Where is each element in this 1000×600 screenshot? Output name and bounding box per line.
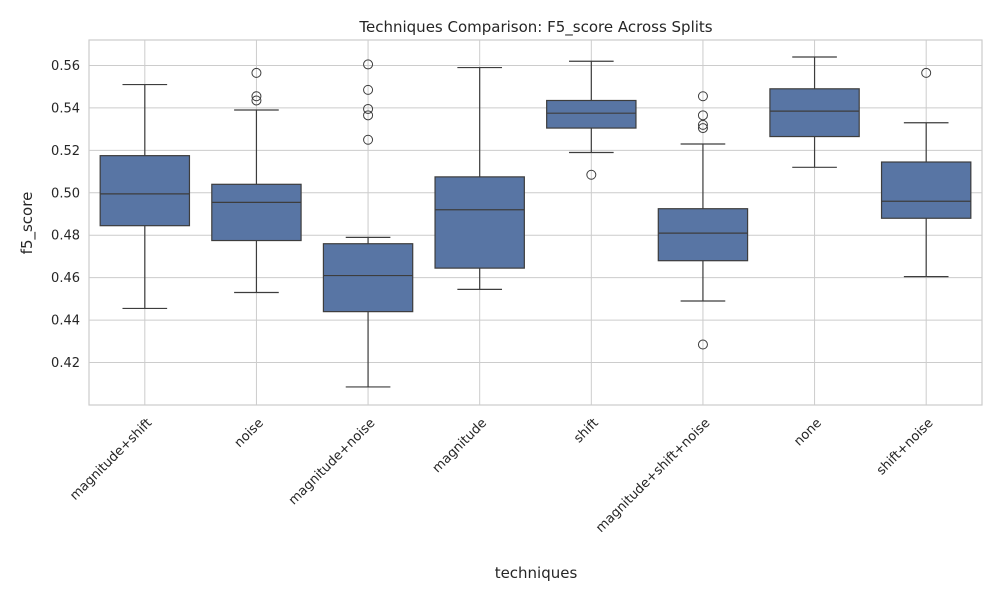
plot-frame <box>88 39 983 406</box>
iqr-box <box>211 183 302 242</box>
chart-title: Techniques Comparison: F5_score Across S… <box>358 18 712 37</box>
box-group <box>769 56 860 168</box>
iqr-box <box>657 208 749 262</box>
y-tick-label: 0.54 <box>51 101 80 116</box>
x-tick-label: noise <box>232 416 267 451</box>
y-tick-label: 0.52 <box>51 144 80 159</box>
outlier-point <box>363 110 374 121</box>
x-tick-labels: magnitude+shift noise magnitude+noise magni… <box>67 416 936 536</box>
y-tick-label: 0.48 <box>51 229 80 244</box>
y-axis-label: f5_score <box>18 192 37 255</box>
iqr-box <box>880 161 972 219</box>
y-tick-label: 0.42 <box>51 356 80 371</box>
x-tick-label: shift+noise <box>874 416 937 479</box>
y-tick-label: 0.56 <box>51 59 80 74</box>
box-group <box>99 83 191 310</box>
outlier-point <box>697 339 708 350</box>
y-tick-label: 0.46 <box>51 271 80 286</box>
y-tick-labels: 0.42 0.44 0.46 0.48 0.50 0.52 0.54 0.56 <box>51 59 80 371</box>
outlier-point <box>363 84 374 95</box>
outlier-point <box>697 119 708 130</box>
outlier-point <box>251 95 262 106</box>
x-tick-label: magnitude+shift <box>67 416 155 504</box>
outlier-point <box>697 110 708 121</box>
y-tick-label: 0.50 <box>51 186 80 201</box>
box-group <box>211 67 302 294</box>
outlier-point <box>697 123 708 134</box>
x-tick-label: magnitude+noise <box>286 416 378 508</box>
outlier-point <box>697 91 708 102</box>
outlier-point <box>251 67 262 78</box>
box-group <box>880 67 972 278</box>
box-group <box>322 59 414 388</box>
iqr-box <box>546 99 637 129</box>
outlier-point <box>363 134 374 145</box>
iqr-box <box>322 243 414 313</box>
box-group <box>546 60 637 180</box>
box-group <box>434 66 525 290</box>
outlier-point <box>251 91 262 102</box>
box-group <box>657 91 749 350</box>
iqr-box <box>434 176 525 269</box>
outlier-point <box>586 169 597 180</box>
iqr-box <box>99 155 191 227</box>
y-tick-label: 0.44 <box>51 314 80 329</box>
outlier-point <box>363 103 374 114</box>
x-tick-label: shift <box>571 416 601 446</box>
iqr-box <box>769 88 860 138</box>
box-layer <box>99 56 972 388</box>
x-tick-label: magnitude <box>430 416 490 476</box>
x-axis-label: techniques <box>495 564 578 582</box>
outlier-point <box>363 59 374 70</box>
x-tick-label: magnitude+shift+noise <box>593 416 713 536</box>
x-tick-label: none <box>791 416 825 450</box>
outlier-point <box>921 67 932 78</box>
